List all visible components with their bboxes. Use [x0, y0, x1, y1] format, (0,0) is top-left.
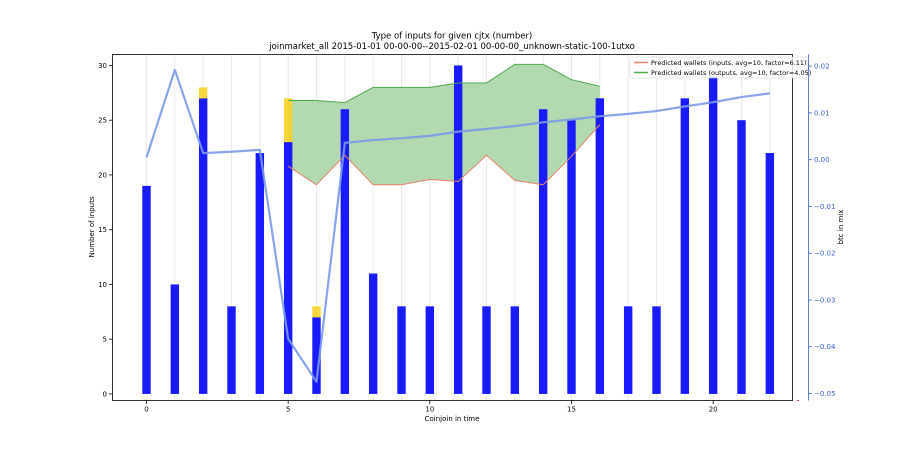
fill-layer [288, 64, 600, 185]
bar-inputs [765, 153, 775, 394]
bar-inputs [397, 306, 406, 394]
plot-frame [112, 54, 793, 401]
legend-box [629, 56, 808, 79]
y2-tick-label: −0.02 [814, 250, 835, 258]
chart-title: Type of inputs for given cjtx (number) [371, 32, 533, 42]
legend: Predicted wallets (inputs, avg=10, facto… [629, 56, 811, 79]
x-tick-label: 10 [425, 406, 434, 414]
y2-tick-label: 0.01 [814, 109, 830, 117]
y-tick-label: 30 [98, 62, 107, 70]
y-tick-label: 10 [98, 281, 107, 289]
x-tick-label: 15 [567, 406, 576, 414]
chart-subtitle: joinmarket_all 2015-01-01 00-00-00--2015… [268, 42, 635, 52]
bar-stacked-segment [198, 87, 208, 99]
y-tick-label: 20 [98, 171, 107, 179]
line-predicted-outputs [288, 63, 600, 104]
bar-inputs [227, 306, 236, 394]
bar-inputs [255, 153, 265, 394]
y-axis-label: Number of inputs [88, 196, 96, 257]
x-tick-label: 5 [286, 406, 290, 414]
x-tick-label: 20 [709, 406, 718, 414]
line-layer [145, 63, 770, 383]
bar-inputs [680, 98, 690, 394]
bar-inputs [198, 98, 208, 394]
bar-stacked-segment [312, 306, 321, 318]
bar-inputs [482, 306, 491, 394]
legend-label-outputs: Predicted wallets (outputs, avg=10, fact… [651, 69, 811, 77]
y-tick-label: 0 [103, 390, 107, 398]
bar-inputs [510, 306, 520, 394]
y2-tick-label: −0.03 [814, 296, 835, 304]
bar-inputs [737, 120, 746, 394]
bar-stacked-segment [283, 98, 293, 143]
bar-inputs [538, 109, 548, 394]
bar-inputs [425, 306, 435, 394]
y-tick-label: 25 [98, 117, 107, 125]
y2-tick-label: −0.05 [814, 390, 835, 398]
bar-inputs [142, 185, 151, 394]
y2-tick-label: 0.00 [814, 156, 830, 164]
x-tick-label: 0 [144, 406, 148, 414]
bar-layer [142, 65, 775, 394]
bar-inputs [312, 317, 321, 394]
y2-tick-label: −0.01 [814, 203, 835, 211]
bar-inputs [623, 306, 633, 394]
prediction-band-fill [288, 64, 600, 185]
bar-inputs [652, 306, 661, 394]
line-predicted-inputs [287, 124, 601, 186]
y2-tick-label: −0.04 [814, 343, 836, 351]
y-tick-label: 15 [98, 226, 107, 234]
y2-tick-label: 0.02 [814, 63, 830, 71]
bar-inputs [170, 284, 180, 394]
x-axis-label: Coinjoin in time [425, 415, 480, 423]
tick-layer: 0 5 10 15 20 0 5 10 15 20 25 30 0.02 0.01 0.00 −0.01 −0.… [98, 62, 836, 414]
bar-inputs [595, 98, 605, 394]
bar-inputs [368, 273, 378, 394]
legend-label-inputs: Predicted wallets (inputs, avg=10, facto… [651, 59, 807, 67]
bar-inputs [453, 65, 463, 394]
bar-inputs [340, 109, 350, 394]
bar-inputs [283, 142, 293, 394]
y-tick-label: 5 [103, 336, 107, 344]
bar-inputs [708, 76, 718, 394]
line-btc-in-mix [145, 68, 770, 383]
bar-inputs [567, 120, 576, 394]
y2-axis-label: btc in mix [837, 210, 845, 245]
